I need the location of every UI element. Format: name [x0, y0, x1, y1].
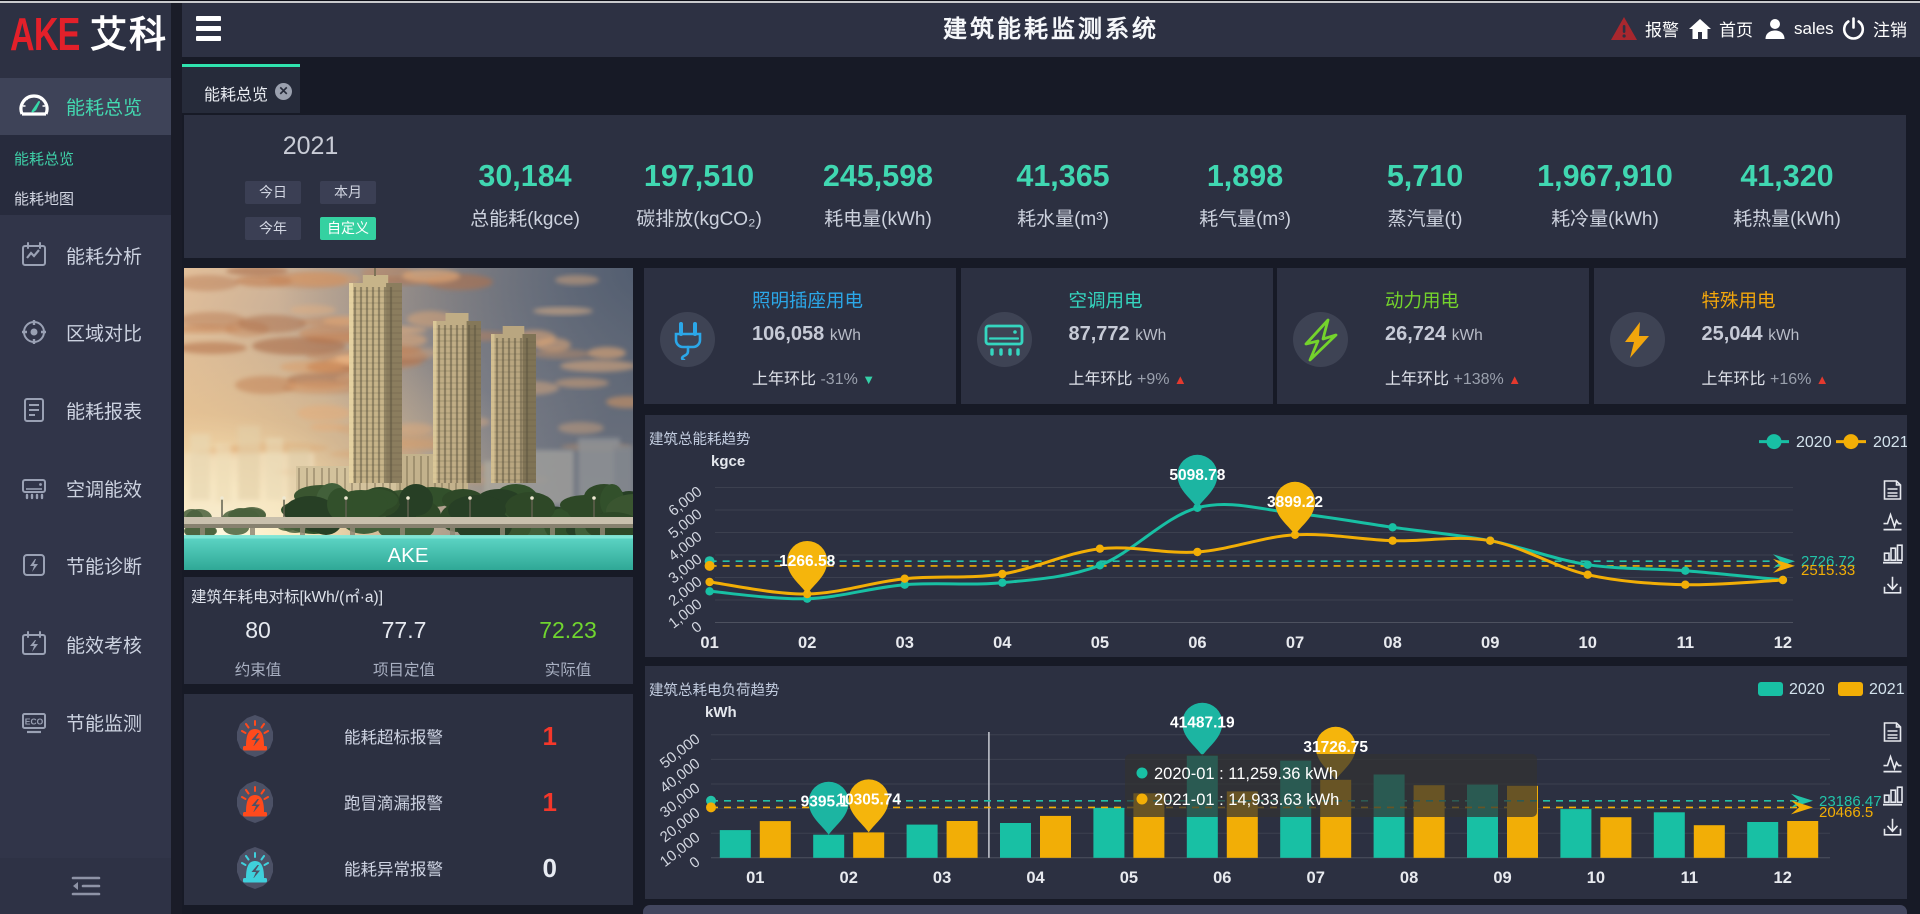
svg-text:2021-01 : 14,933.63 kWh: 2021-01 : 14,933.63 kWh	[1154, 791, 1339, 809]
svg-text:09: 09	[1481, 634, 1499, 652]
svg-text:01: 01	[746, 869, 764, 887]
svg-text:03: 03	[896, 634, 914, 652]
svg-text:05: 05	[1091, 634, 1109, 652]
svg-text:11: 11	[1681, 869, 1698, 887]
svg-text:2020-01 : 11,259.36 kWh: 2020-01 : 11,259.36 kWh	[1154, 765, 1338, 783]
svg-text:10305.74: 10305.74	[836, 791, 901, 808]
svg-text:1266.58: 1266.58	[779, 553, 835, 570]
svg-text:AKE: AKE	[387, 544, 428, 567]
svg-text:9395.10: 9395.10	[801, 794, 857, 811]
svg-text:kgce: kgce	[711, 453, 745, 470]
svg-text:10: 10	[1579, 634, 1597, 652]
svg-text:31726.75: 31726.75	[1303, 739, 1368, 756]
svg-text:07: 07	[1286, 634, 1304, 652]
svg-text:02: 02	[840, 869, 858, 887]
svg-text:12: 12	[1774, 634, 1792, 652]
svg-text:06: 06	[1213, 869, 1231, 887]
svg-text:08: 08	[1383, 634, 1401, 652]
svg-text:04: 04	[993, 634, 1012, 652]
svg-text:12: 12	[1774, 869, 1792, 887]
svg-text:11: 11	[1677, 634, 1694, 652]
svg-text:10: 10	[1587, 869, 1605, 887]
svg-text:0: 0	[686, 854, 703, 873]
svg-text:2020: 2020	[1796, 434, 1832, 451]
svg-text:kWh: kWh	[705, 704, 737, 721]
svg-text:2515.33: 2515.33	[1801, 562, 1855, 579]
svg-text:2021: 2021	[1869, 681, 1905, 698]
svg-text:5098.78: 5098.78	[1169, 467, 1225, 484]
svg-text:05: 05	[1120, 869, 1138, 887]
svg-text:06: 06	[1188, 634, 1206, 652]
svg-text:23186.47: 23186.47	[1819, 793, 1882, 810]
svg-text:2021: 2021	[1873, 434, 1907, 451]
svg-text:2020: 2020	[1789, 681, 1825, 698]
svg-text:20466.5: 20466.5	[1819, 804, 1873, 821]
svg-text:ECO: ECO	[25, 717, 44, 727]
svg-text:08: 08	[1400, 869, 1418, 887]
svg-text:3899.22: 3899.22	[1267, 494, 1323, 511]
svg-text:09: 09	[1493, 869, 1511, 887]
svg-text:建筑总耗电负荷趋势: 建筑总耗电负荷趋势	[649, 682, 780, 699]
svg-text:41487.19: 41487.19	[1170, 715, 1235, 732]
svg-text:2726.72: 2726.72	[1801, 553, 1855, 570]
svg-text:建筑总能耗趋势: 建筑总能耗趋势	[649, 431, 751, 448]
svg-text:07: 07	[1307, 869, 1325, 887]
svg-text:03: 03	[933, 869, 951, 887]
svg-text:02: 02	[798, 634, 816, 652]
svg-text:04: 04	[1026, 869, 1045, 887]
svg-text:01: 01	[700, 634, 718, 652]
